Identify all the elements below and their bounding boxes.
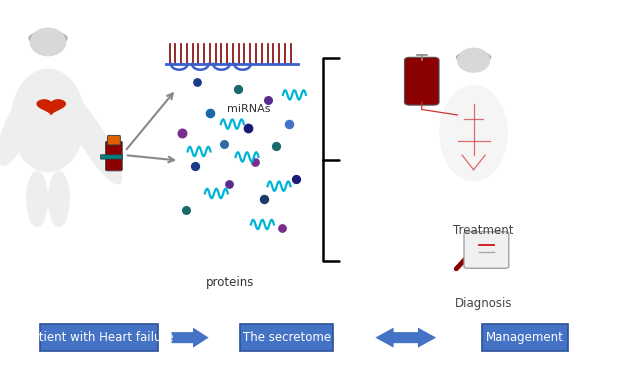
- Point: [219, 141, 229, 147]
- Polygon shape: [37, 100, 65, 114]
- Point: [250, 160, 260, 165]
- Point: [224, 181, 234, 187]
- Point: [190, 163, 200, 169]
- Ellipse shape: [11, 69, 85, 172]
- Ellipse shape: [440, 86, 508, 181]
- Ellipse shape: [0, 94, 35, 165]
- FancyBboxPatch shape: [404, 57, 439, 105]
- Polygon shape: [172, 328, 209, 347]
- Point: [233, 87, 243, 92]
- Text: Management: Management: [486, 331, 564, 344]
- Text: The secretome: The secretome: [243, 331, 331, 344]
- FancyBboxPatch shape: [106, 141, 122, 171]
- FancyBboxPatch shape: [464, 232, 509, 268]
- Point: [276, 225, 287, 231]
- FancyBboxPatch shape: [241, 324, 333, 351]
- Ellipse shape: [49, 172, 69, 226]
- Point: [205, 110, 215, 116]
- Point: [192, 79, 202, 85]
- Ellipse shape: [27, 172, 47, 226]
- Ellipse shape: [457, 52, 491, 63]
- Ellipse shape: [64, 93, 122, 184]
- Text: Patient with Heart failure: Patient with Heart failure: [25, 331, 173, 344]
- Point: [180, 207, 191, 213]
- Text: proteins: proteins: [206, 276, 255, 289]
- Text: Diagnosis: Diagnosis: [454, 297, 512, 311]
- FancyBboxPatch shape: [100, 155, 122, 159]
- Ellipse shape: [31, 28, 65, 56]
- Point: [262, 97, 273, 103]
- FancyBboxPatch shape: [481, 324, 568, 351]
- FancyBboxPatch shape: [108, 135, 120, 145]
- FancyBboxPatch shape: [40, 324, 159, 351]
- Point: [284, 121, 294, 127]
- Text: Treatment: Treatment: [453, 224, 513, 238]
- Point: [271, 143, 282, 149]
- Ellipse shape: [29, 31, 67, 45]
- Point: [177, 130, 188, 136]
- Polygon shape: [375, 328, 436, 347]
- Point: [291, 176, 301, 182]
- Text: miRNAs: miRNAs: [227, 104, 271, 114]
- Point: [259, 196, 269, 202]
- Point: [243, 125, 253, 131]
- Ellipse shape: [458, 48, 490, 72]
